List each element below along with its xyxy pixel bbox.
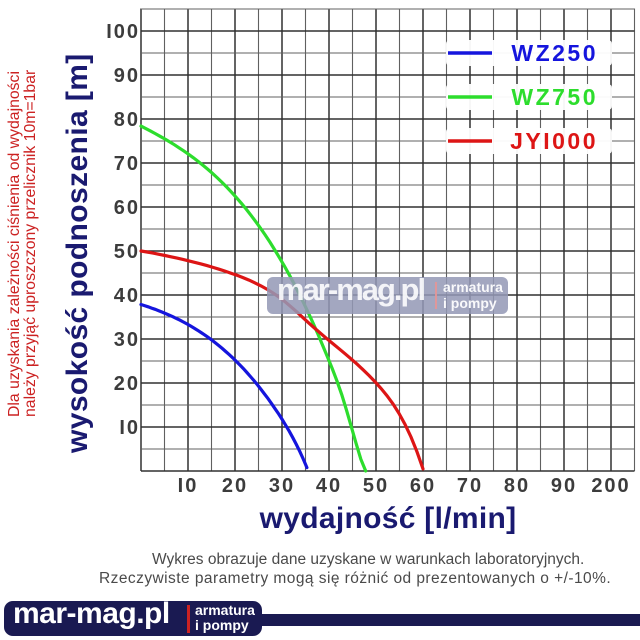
- svg-text:80: 80: [504, 475, 530, 497]
- svg-text:WZ250: WZ250: [511, 40, 598, 66]
- svg-text:70: 70: [114, 153, 140, 175]
- svg-text:I0: I0: [178, 475, 199, 497]
- svg-text:JYI000: JYI000: [510, 128, 598, 154]
- svg-text:WZ750: WZ750: [511, 84, 598, 110]
- svg-text:20: 20: [222, 475, 248, 497]
- svg-text:60: 60: [114, 197, 140, 219]
- svg-text:90: 90: [114, 65, 140, 87]
- svg-text:40: 40: [316, 475, 342, 497]
- svg-text:70: 70: [457, 475, 483, 497]
- svg-text:90: 90: [551, 475, 577, 497]
- svg-text:200: 200: [591, 475, 630, 497]
- svg-text:30: 30: [269, 475, 295, 497]
- svg-text:40: 40: [114, 285, 140, 307]
- svg-text:80: 80: [114, 109, 140, 131]
- svg-text:60: 60: [410, 475, 436, 497]
- svg-text:I00: I00: [106, 21, 140, 43]
- svg-text:50: 50: [114, 241, 140, 263]
- svg-text:30: 30: [114, 329, 140, 351]
- svg-text:50: 50: [363, 475, 389, 497]
- svg-text:20: 20: [114, 373, 140, 395]
- svg-text:I0: I0: [119, 417, 140, 439]
